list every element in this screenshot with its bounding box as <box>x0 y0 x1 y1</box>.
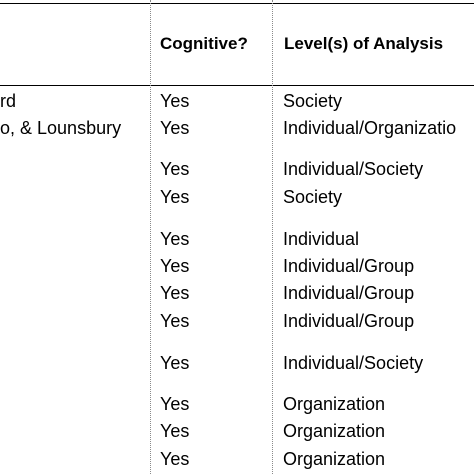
row-11-cognitive: Yes <box>160 421 190 441</box>
row-12-cognitive: Yes <box>160 449 190 469</box>
row-2-cognitive: Yes <box>160 118 190 138</box>
header-cognitive: Cognitive? <box>160 34 248 53</box>
row-8-cognitive: Yes <box>160 311 190 331</box>
row-2-level: Individual/Organizatio <box>283 118 457 138</box>
row-1-name: rd <box>0 91 17 111</box>
header-levels: Level(s) of Analysis <box>284 34 444 53</box>
row-2-name: o, & Lounsbury <box>0 118 122 138</box>
row-10-level: Organization <box>283 394 386 414</box>
row-7-cognitive: Yes <box>160 283 190 303</box>
row-4-cognitive: Yes <box>160 187 190 207</box>
row-6-cognitive: Yes <box>160 256 190 276</box>
row-7-level: Individual/Group <box>283 283 415 303</box>
row-3-cognitive: Yes <box>160 159 190 179</box>
row-5-cognitive: Yes <box>160 229 190 249</box>
row-10-cognitive: Yes <box>160 394 190 414</box>
row-9-cognitive: Yes <box>160 353 190 373</box>
row-9-level: Individual/Society <box>283 353 424 373</box>
row-5-level: Individual <box>283 229 360 249</box>
column-divider-1 <box>150 0 151 474</box>
table-top-rule <box>0 3 474 4</box>
row-1-cognitive: Yes <box>160 91 190 111</box>
row-8-level: Individual/Group <box>283 311 415 331</box>
row-11-level: Organization <box>283 421 386 441</box>
column-divider-2 <box>272 0 273 474</box>
row-4-level: Society <box>283 187 343 207</box>
row-12-level: Organization <box>283 449 386 469</box>
table-header-rule <box>0 85 474 86</box>
row-6-level: Individual/Group <box>283 256 415 276</box>
row-1-level: Society <box>283 91 343 111</box>
row-3-level: Individual/Society <box>283 159 424 179</box>
